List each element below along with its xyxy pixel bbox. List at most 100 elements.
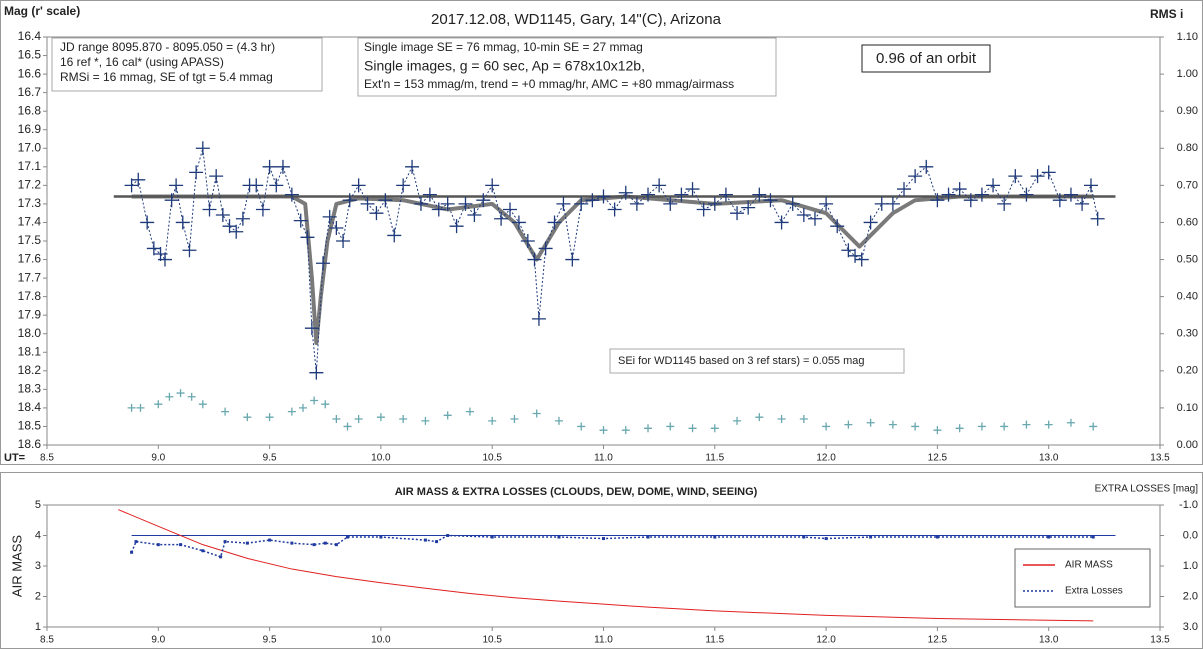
x-tick-label: 10.0 [371,453,391,464]
point [503,202,518,217]
point [223,540,227,544]
x-tick-label: 10.0 [371,635,391,646]
point [1041,165,1056,180]
y2-tick-label: 0.0 [1183,529,1198,541]
point [255,202,270,217]
point [449,219,464,234]
point [154,400,163,409]
point [919,159,934,174]
point [696,202,711,217]
orbit-text: 0.96 of an orbit [876,50,977,67]
point [1063,187,1078,202]
point [574,196,589,211]
point [179,543,183,547]
y-tick-label: 16.7 [18,85,42,99]
y2-tick-label: 1.00 [1177,68,1198,80]
info-text: JD range 8095.870 - 8095.050 = (4.3 hr) [60,40,275,54]
y2-tick-label: 3.0 [1183,621,1198,633]
point [652,178,667,193]
point [986,178,1001,193]
y-tick-label: 17.0 [18,140,42,154]
y-tick-label: 1 [35,621,41,633]
y-tick-label: 17.7 [18,270,42,284]
point [287,407,296,416]
point [755,413,764,422]
point [304,321,319,336]
y-tick-label: 16.4 [18,29,42,43]
point [443,411,452,420]
point [599,426,608,435]
point [494,211,509,226]
point [866,418,875,427]
point [888,420,897,429]
point [164,193,179,208]
point [585,193,600,208]
y-tick-label: 3 [35,560,41,572]
point [329,221,344,236]
x-tick-label: 9.5 [263,635,277,646]
point [977,422,986,431]
point [527,252,542,267]
point [202,202,217,217]
point [182,243,197,258]
point [165,392,174,401]
point [201,549,205,553]
y-tick-label: 17.6 [18,252,42,266]
point [130,550,134,554]
point [1030,169,1045,184]
point [376,413,385,422]
point [235,211,250,226]
point [785,196,800,211]
chart-title: 2017.12.08, WD1145, Gary, 14"(C), Arizon… [431,11,722,28]
point [663,196,678,211]
point [396,178,411,193]
x-tick-label: 12.0 [816,635,836,646]
y-tick-label: 5 [35,499,41,511]
point [1066,418,1075,427]
point [531,311,546,326]
point [249,178,264,193]
chart-title: AIR MASS & EXTRA LOSSES (CLOUDS, DEW, DO… [395,486,758,498]
point [941,187,956,202]
point [710,424,719,433]
y-tick-label: 2 [35,590,41,602]
point [933,426,942,435]
point [565,252,580,267]
point [334,543,338,547]
x-tick-label: 13.5 [1150,453,1170,464]
y-tick-label: 17.2 [18,178,42,192]
x-tick-label: 8.5 [40,453,54,464]
x-tick-label: 12.5 [928,453,948,464]
point [215,208,230,223]
y2-tick-label: 0.80 [1177,142,1198,154]
x-tick-label: 9.0 [151,635,165,646]
sei-text: SEi for WD1145 based on 3 ref stars) = 0… [618,355,865,367]
point [799,415,808,424]
point [300,230,315,245]
y-tick-label: 16.8 [18,103,42,117]
point [830,219,845,234]
point [629,196,644,211]
x-tick-label: 12.0 [816,453,836,464]
x-tick-label: 11.0 [594,453,613,464]
point [556,196,571,211]
point [1044,420,1053,429]
point [621,426,630,435]
point [195,141,210,156]
series-line [131,194,1094,345]
y-tick-label: 17.5 [18,233,42,247]
point [885,196,900,211]
point [284,187,299,202]
point [490,535,494,539]
point [952,182,967,197]
x-tick-label: 11.0 [594,635,613,646]
series-line [130,534,1094,558]
point [140,215,155,230]
y2-axis-label: EXTRA LOSSES [mag] [1095,484,1199,495]
legend-label: Extra Losses [1065,586,1123,597]
plot-frame [46,504,1161,628]
y2-tick-label: 2.0 [1183,590,1198,602]
point [641,187,656,202]
point [577,422,586,431]
point [243,413,252,422]
